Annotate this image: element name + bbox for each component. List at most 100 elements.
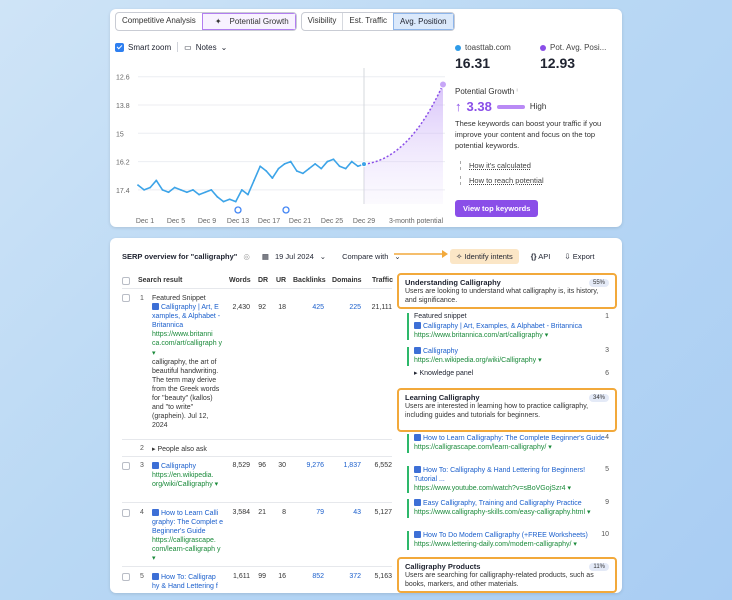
col-words[interactable]: Words	[229, 277, 251, 284]
smart-zoom-label: Smart zoom	[128, 42, 172, 52]
intent-learning[interactable]: Learning Calligraphy Users are intereste…	[397, 388, 617, 432]
date-picker[interactable]: 19 Jul 2024	[275, 252, 314, 261]
view-top-keywords-button[interactable]: View top keywords	[455, 200, 539, 217]
result-link[interactable]: How to Learn Calli graphy: The Complet e…	[152, 509, 224, 536]
row-checkbox[interactable]	[122, 294, 130, 302]
intent-products[interactable]: Calligraphy Products Users are searching…	[397, 557, 617, 593]
intent-result-item[interactable]: Calligraphy https://en.wikipedia.org/wik…	[407, 347, 609, 366]
row-checkbox[interactable]	[122, 509, 130, 517]
intent-understanding[interactable]: Understanding Calligraphy Users are look…	[397, 273, 617, 309]
api-button[interactable]: {} API	[531, 252, 551, 261]
data-point	[295, 170, 298, 172]
link-how-calculated[interactable]: How it's calculated	[460, 161, 544, 170]
item-title: Calligraphy | Art, Examples, & Alphabet …	[423, 322, 583, 330]
tab-avg-position[interactable]: Avg. Position	[393, 13, 454, 30]
select-all-checkbox[interactable]	[122, 277, 130, 285]
chevron-down-icon: ⌄	[319, 252, 327, 261]
arrow-pointer-icon	[394, 250, 448, 258]
help-icon[interactable]: ◎	[243, 252, 250, 261]
link-how-reach[interactable]: How to reach potential	[460, 176, 544, 185]
data-point	[192, 188, 194, 191]
smart-zoom-toggle[interactable]: Smart zoom	[115, 42, 172, 52]
data-point	[259, 165, 262, 168]
cell-dr: 96	[258, 462, 266, 469]
result-link[interactable]: How To: Calligrap hy & Hand Lettering f	[152, 573, 224, 591]
google-update-icon	[282, 206, 290, 214]
row-checkbox[interactable]	[122, 573, 130, 581]
data-point	[326, 160, 329, 163]
cell-domains[interactable]: 372	[349, 573, 361, 580]
tab-visibility[interactable]: Visibility	[307, 16, 337, 25]
col-backlinks[interactable]: Backlinks	[293, 277, 326, 284]
chevron-down-icon: ▾	[214, 481, 219, 489]
result-link[interactable]: Calligraphy	[152, 462, 224, 471]
potential-growth-row: ↑ 3.38 High	[455, 99, 546, 114]
item-title: Calligraphy	[423, 348, 459, 355]
potential-growth-title: Potential Growth	[455, 87, 515, 96]
search-result: How to Learn Calli graphy: The Complet e…	[152, 509, 224, 564]
favicon-icon	[152, 462, 159, 469]
data-point	[161, 188, 164, 191]
info-icon[interactable]: ⁱ	[516, 87, 518, 96]
item-url: https://www.calligraphy-skills.com/easy-…	[414, 508, 586, 516]
intent-result-item[interactable]: Featured snippet Calligraphy | Art, Exam…	[407, 313, 609, 341]
data-point	[247, 193, 249, 196]
cell-backlinks[interactable]: 425	[312, 304, 324, 311]
export-button[interactable]: ⇩ Export	[564, 252, 594, 261]
result-url[interactable]: https://www.britanni ca.com/art/calligra…	[152, 330, 224, 357]
favicon-icon	[152, 303, 159, 311]
result-link[interactable]: Calligraphy | Art, E xamples, & Alphabet…	[152, 303, 224, 330]
cell-domains[interactable]: 225	[349, 304, 361, 311]
col-dr[interactable]: DR	[258, 277, 269, 284]
arrow-up-icon: ↑	[455, 99, 462, 114]
expand-icon: ▸	[414, 370, 420, 377]
tab-potential-growth[interactable]: ✦ Potential Growth	[201, 13, 296, 30]
cell-ur: 16	[278, 573, 286, 580]
data-point	[289, 160, 292, 163]
cell-domains[interactable]: 1,837	[343, 462, 361, 469]
tab-est-traffic[interactable]: Est. Traffic	[342, 13, 393, 30]
intent-description: Users are interested in learning how to …	[405, 403, 589, 419]
item-title: Easy Calligraphy, Training and Calligrap…	[423, 500, 582, 507]
item-position: 3	[605, 347, 609, 354]
result-url[interactable]: https://en.wikipedia. org/wiki/Calligrap…	[152, 471, 224, 489]
row-position: 2	[140, 445, 144, 452]
col-ur[interactable]: UR	[276, 277, 287, 284]
view-tabs: Competitive Analysis ✦ Potential Growth V…	[115, 12, 455, 31]
col-traffic[interactable]: Traffic	[372, 277, 394, 284]
tab-competitive-analysis[interactable]: Competitive Analysis	[122, 16, 196, 25]
cell-domains[interactable]: 43	[353, 509, 361, 516]
notes-dropdown[interactable]: ▭ Notes ⌄	[184, 43, 227, 52]
calendar-icon: ▦	[261, 252, 269, 261]
intent-result-item[interactable]: How to Learn Calligraphy: The Complete B…	[407, 434, 609, 453]
favicon-icon	[414, 434, 421, 441]
result-url-text: https://www.britanni ca.com/art/calligra…	[152, 331, 223, 348]
item-url: https://www.britannica.com/art/calligrap…	[414, 331, 543, 339]
projection-area	[364, 84, 443, 204]
identify-intents-button[interactable]: ✧ Identify intents	[450, 249, 519, 264]
intent-result-item[interactable]: Easy Calligraphy, Training and Calligrap…	[407, 499, 609, 518]
result-url[interactable]: https://calligrascape. com/learn-calligr…	[152, 536, 224, 563]
item-title: How To Do Modern Calligraphy (+FREE Work…	[423, 532, 588, 539]
cell-backlinks[interactable]: 79	[316, 509, 324, 516]
intent-result-item[interactable]: How To: Calligraphy & Hand Lettering for…	[407, 466, 609, 494]
item-position: 4	[605, 434, 609, 441]
col-search-result[interactable]: Search result	[138, 277, 183, 284]
checkbox-checked-icon	[115, 42, 124, 52]
data-point	[216, 196, 219, 198]
cell-words: 8,529	[232, 462, 250, 469]
compare-dropdown[interactable]: Compare with	[342, 252, 389, 261]
identify-intents-label: Identify intents	[464, 252, 513, 261]
row-position: 4	[140, 509, 144, 516]
cell-backlinks[interactable]: 9,276	[306, 462, 324, 469]
data-point	[253, 179, 255, 182]
cell-backlinks[interactable]: 852	[312, 573, 324, 580]
col-domains[interactable]: Domains	[332, 277, 362, 284]
cell-words: 1,611	[233, 573, 250, 580]
row-checkbox[interactable]	[122, 462, 130, 470]
people-also-ask[interactable]: ▸ People also ask	[152, 445, 207, 454]
intent-result-item[interactable]: ▸ Knowledge panel 6	[407, 370, 609, 379]
intent-result-item[interactable]: How To Do Modern Calligraphy (+FREE Work…	[407, 531, 609, 550]
x-tick-label: Dec 29	[353, 218, 375, 225]
item-title: How to Learn Calligraphy: The Complete B…	[423, 435, 605, 442]
